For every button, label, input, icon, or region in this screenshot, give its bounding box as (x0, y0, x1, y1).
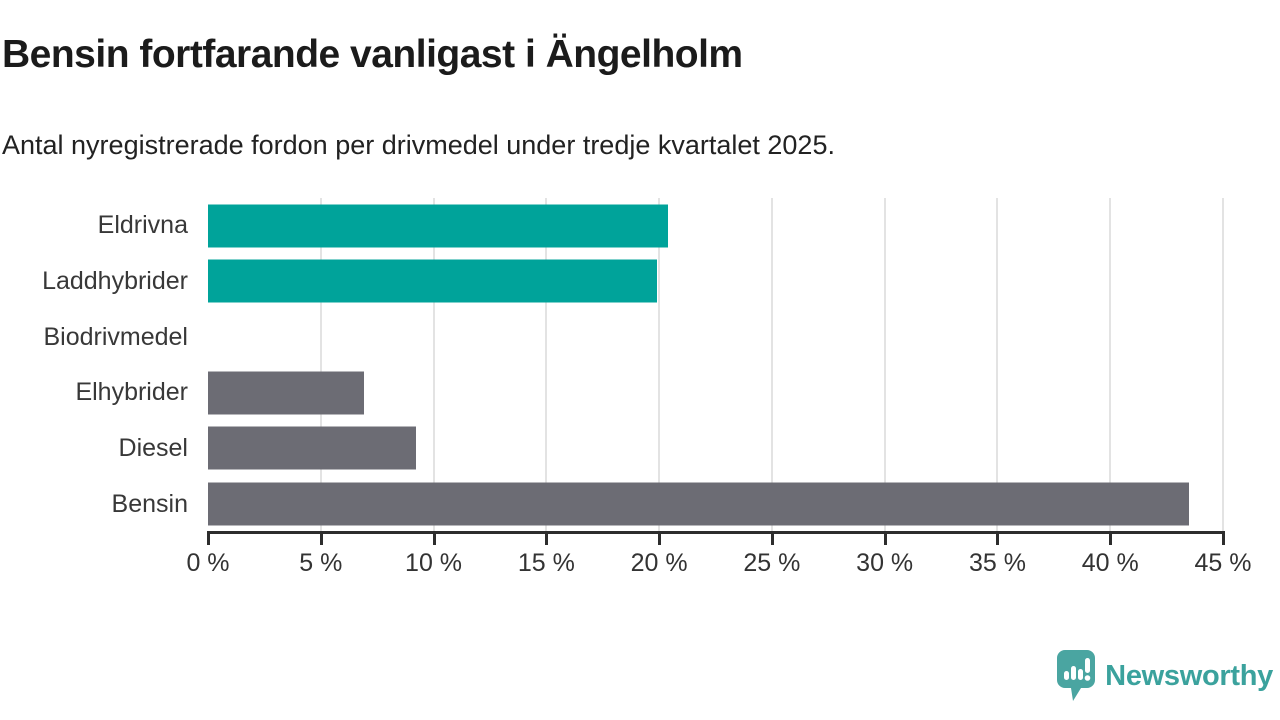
y-axis-label-biodrivmedel: Biodrivmedel (43, 322, 188, 351)
x-tick-label-40: 40 % (1081, 549, 1139, 577)
x-tick-40 (1109, 531, 1113, 545)
x-tick-label-25: 25 % (743, 549, 801, 577)
x-tick-5 (319, 531, 323, 545)
bar-row-laddhybrider (208, 254, 1223, 310)
bar-elhybrider (208, 371, 364, 415)
x-tick-label-5: 5 % (299, 549, 343, 577)
x-tick-label-15: 15 % (517, 549, 575, 577)
gridline-25 (770, 198, 773, 532)
x-tick-15 (545, 531, 549, 545)
gridline-15 (545, 198, 548, 532)
y-axis-label-bensin: Bensin (111, 489, 188, 518)
chart-title: Bensin fortfarande vanligast i Ängelholm (2, 33, 743, 76)
x-tick-20 (658, 531, 662, 545)
x-tick-0 (207, 531, 210, 545)
newsworthy-logo: Newsworthy (1056, 649, 1273, 703)
gridline-20 (658, 198, 661, 532)
gridline-10 (432, 198, 435, 532)
x-axis-line (207, 531, 1225, 534)
bar-eldrivna (208, 204, 669, 248)
x-tick-45 (1222, 531, 1225, 545)
y-axis-label-eldrivna: Eldrivna (97, 211, 188, 240)
y-axis-label-elhybrider: Elhybrider (75, 378, 188, 407)
bar-row-eldrivna (208, 198, 1223, 254)
chart-subtitle: Antal nyregistrerade fordon per drivmede… (2, 130, 835, 160)
x-tick-label-10: 10 % (405, 549, 463, 577)
bar-row-biodrivmedel (208, 309, 1223, 365)
newsworthy-logo-icon (1056, 649, 1096, 703)
gridline-5 (319, 198, 322, 532)
gridline-45 (1222, 198, 1224, 532)
y-axis-label-diesel: Diesel (118, 433, 188, 462)
gridline-30 (883, 198, 886, 532)
bar-diesel (208, 426, 416, 470)
gridline-35 (996, 198, 999, 532)
newsworthy-logo-text: Newsworthy (1105, 659, 1273, 692)
x-tick-35 (996, 531, 1000, 545)
bar-row-elhybrider (208, 365, 1223, 421)
x-tick-10 (432, 531, 436, 545)
gridline-40 (1109, 198, 1112, 532)
x-tick-25 (770, 531, 774, 545)
bar-bensin (208, 482, 1190, 526)
y-axis-labels: Eldrivna Laddhybrider Biodrivmedel Elhybrid… (0, 198, 188, 532)
x-tick-label-20: 20 % (630, 549, 688, 577)
x-tick-label-0: 0 % (186, 549, 230, 577)
plot-area (208, 198, 1224, 532)
y-axis-label-laddhybrider: Laddhybrider (42, 266, 188, 295)
bar-row-diesel (208, 421, 1223, 477)
x-tick-30 (883, 531, 887, 545)
bar-laddhybrider (208, 259, 657, 303)
x-tick-label-35: 35 % (968, 549, 1026, 577)
x-tick-label-30: 30 % (856, 549, 914, 577)
x-tick-label-45: 45 % (1194, 549, 1252, 577)
bar-row-bensin (208, 476, 1223, 532)
